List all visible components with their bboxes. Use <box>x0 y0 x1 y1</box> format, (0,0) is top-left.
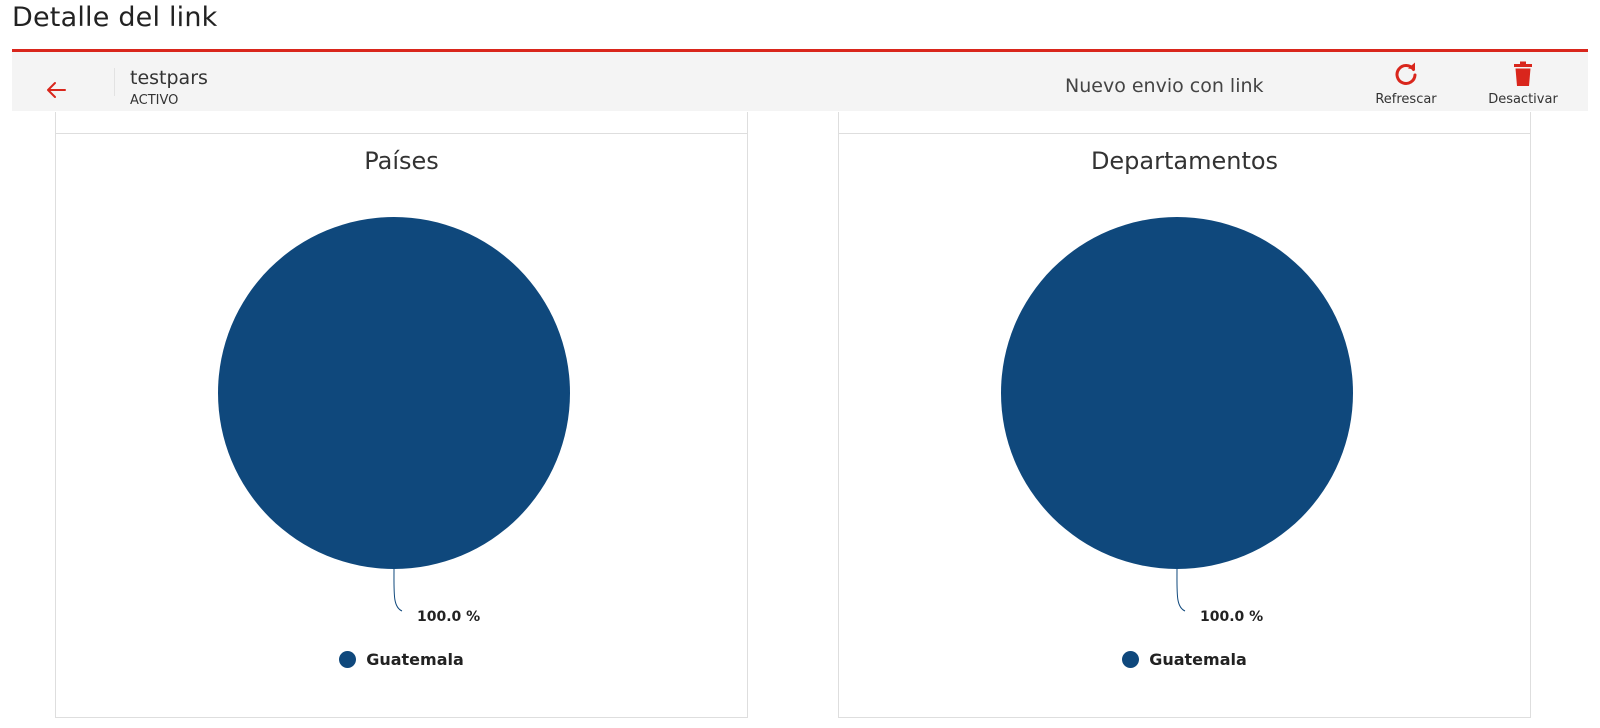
legend-label: Guatemala <box>1149 650 1247 669</box>
data-label-connector <box>393 568 403 612</box>
back-button[interactable] <box>44 78 68 102</box>
refresh-button[interactable]: Refrescar <box>1366 60 1446 107</box>
data-label-connector <box>1176 568 1186 612</box>
chart-legend: Guatemala <box>56 650 747 672</box>
trash-icon <box>1514 61 1532 86</box>
refresh-label: Refrescar <box>1375 92 1437 107</box>
arrow-left-icon <box>47 82 66 98</box>
legend-dot <box>339 651 357 668</box>
page-title: Detalle del link <box>12 2 218 33</box>
legend-dot <box>1122 651 1140 668</box>
card-divider <box>839 133 1530 134</box>
legend-item[interactable]: Guatemala <box>339 650 464 669</box>
chart-title: Países <box>364 147 439 175</box>
legend-label: Guatemala <box>366 650 464 669</box>
pie-slice[interactable] <box>218 217 570 569</box>
data-label: 100.0 % <box>417 609 480 625</box>
chart-legend: Guatemala <box>839 650 1530 672</box>
refresh-icon <box>1395 62 1417 85</box>
link-toolbar <box>12 52 1588 111</box>
link-status: ACTIVO <box>130 93 179 108</box>
pie-chart: 100.0 % <box>1001 217 1353 625</box>
data-label: 100.0 % <box>1200 609 1263 625</box>
deactivate-label: Desactivar <box>1488 92 1558 107</box>
title-divider <box>12 49 1588 52</box>
new-send-with-link-button[interactable]: Nuevo envio con link <box>1065 75 1264 97</box>
card-divider <box>56 133 747 134</box>
link-name: testpars <box>130 67 208 89</box>
departments-chart-card: Departamentos 100.0 % Guatemala <box>838 112 1531 718</box>
toolbar-separator <box>114 68 115 96</box>
deactivate-button[interactable]: Desactivar <box>1478 60 1568 107</box>
chart-title: Departamentos <box>1090 147 1279 175</box>
countries-chart-card: Países 100.0 % Guatemala <box>55 112 748 718</box>
pie-chart: 100.0 % <box>218 217 570 625</box>
pie-slice[interactable] <box>1001 217 1353 569</box>
legend-item[interactable]: Guatemala <box>1122 650 1247 669</box>
